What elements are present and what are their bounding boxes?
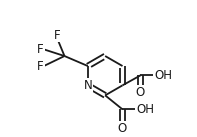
Text: OH: OH	[154, 69, 172, 82]
Text: O: O	[136, 85, 145, 99]
Text: F: F	[37, 59, 44, 72]
Text: N: N	[84, 79, 92, 92]
Text: F: F	[37, 43, 44, 56]
Text: F: F	[54, 29, 60, 42]
Text: OH: OH	[136, 103, 154, 116]
Text: O: O	[118, 122, 127, 135]
